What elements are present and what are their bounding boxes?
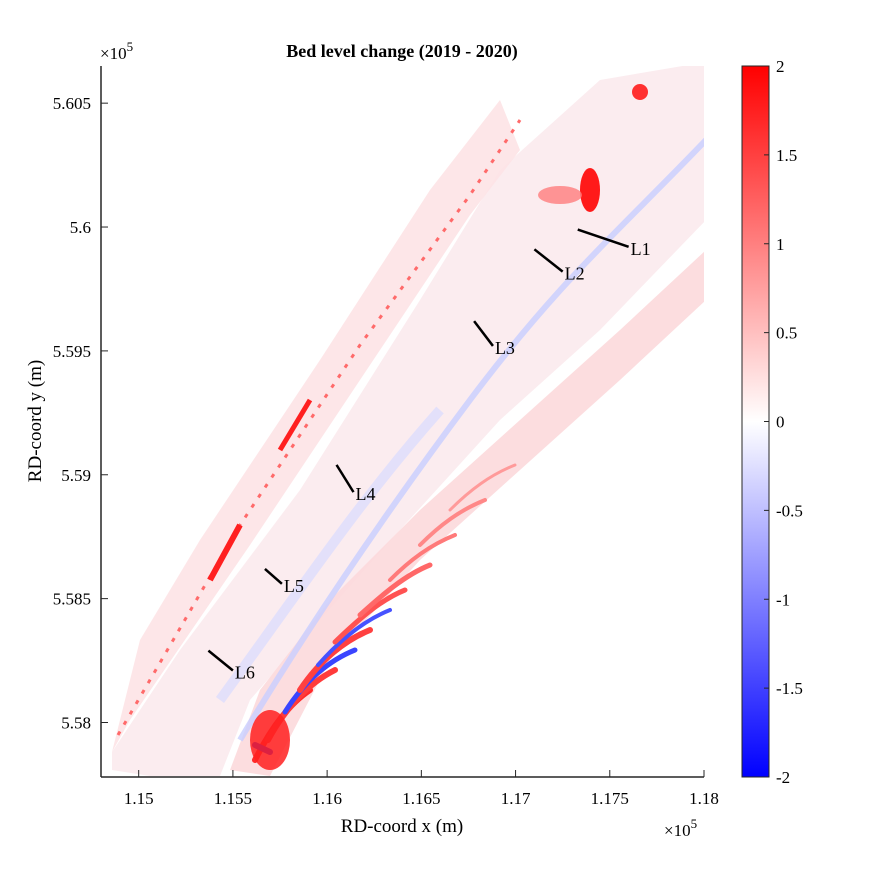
colorbar-tick-label: 0 xyxy=(776,413,785,432)
transect-label-l4: L4 xyxy=(356,484,376,504)
transect-line-l2 xyxy=(533,248,564,273)
transect-label-l5: L5 xyxy=(284,576,304,596)
x-tick-label: 1.17 xyxy=(501,789,531,808)
x-axis-ticks: 1.15 1.155 1.16 1.165 1.17 1.175 1.18 xyxy=(124,770,719,808)
transect-label-l6: L6 xyxy=(235,662,255,682)
transect-label-l2: L2 xyxy=(565,264,585,284)
domain-background xyxy=(112,66,704,776)
colorbar-tick-label: -2 xyxy=(776,768,790,787)
transect-label-l1: L1 xyxy=(631,239,651,259)
y-tick-label: 5.58 xyxy=(61,713,91,732)
colorbar-ticks: -2 -1.5 -1 -0.5 0 0.5 1 1.5 2 xyxy=(764,57,803,787)
y-exponent-label: ×105 xyxy=(100,39,133,63)
y-tick-label: 5.605 xyxy=(53,94,91,113)
heatmap-field xyxy=(112,66,704,776)
colorbar-tick-label: 0.5 xyxy=(776,324,797,343)
south-shoal-zone xyxy=(230,251,704,776)
secondary-channel xyxy=(215,406,444,703)
x-tick-label: 1.155 xyxy=(214,789,252,808)
y-axis-ticks: 5.58 5.585 5.59 5.595 5.6 5.605 xyxy=(53,94,108,732)
colorbar-tick-label: -0.5 xyxy=(776,501,803,520)
x-tick-label: 1.18 xyxy=(689,789,719,808)
hotspot-l1-halo xyxy=(538,186,582,204)
transect-lines: L1 L2 L3 L4 L5 L6 xyxy=(207,228,651,682)
transect-line-l6 xyxy=(207,649,234,672)
north-shoal-zone xyxy=(112,100,520,752)
x-tick-label: 1.15 xyxy=(124,789,154,808)
x-exponent-label: ×105 xyxy=(664,816,697,840)
colorbar-tick-label: 1 xyxy=(776,235,785,254)
sand-waves xyxy=(252,463,517,763)
transect-line-l1 xyxy=(577,228,630,249)
y-axis-title: RD-coord y (m) xyxy=(25,360,46,482)
transect-line-l4 xyxy=(335,464,355,493)
x-tick-label: 1.175 xyxy=(591,789,629,808)
colorbar-tick-label: -1 xyxy=(776,590,790,609)
transect-line-l3 xyxy=(473,320,494,347)
hotspot-southwest xyxy=(250,710,290,770)
y-tick-label: 5.59 xyxy=(61,466,91,485)
north-edge-deposit xyxy=(207,523,243,582)
x-tick-label: 1.165 xyxy=(402,789,440,808)
hotspot-l1 xyxy=(580,168,600,212)
x-tick-label: 1.16 xyxy=(312,789,342,808)
y-tick-label: 5.6 xyxy=(70,218,91,237)
hotspot-northeast xyxy=(632,84,648,100)
x-axis-title: RD-coord x (m) xyxy=(341,816,463,837)
north-edge-strip xyxy=(116,119,522,736)
y-tick-label: 5.585 xyxy=(53,590,91,609)
chart-title: Bed level change (2019 - 2020) xyxy=(286,41,517,62)
colorbar-tick-label: -1.5 xyxy=(776,679,803,698)
north-edge-deposit-2 xyxy=(277,398,313,452)
main-channel xyxy=(237,137,704,742)
transect-label-l3: L3 xyxy=(495,338,515,358)
colorbar-tick-label: 2 xyxy=(776,57,785,76)
colorbar-tick-label: 1.5 xyxy=(776,146,797,165)
transect-line-l5 xyxy=(264,567,283,585)
y-tick-label: 5.595 xyxy=(53,342,91,361)
